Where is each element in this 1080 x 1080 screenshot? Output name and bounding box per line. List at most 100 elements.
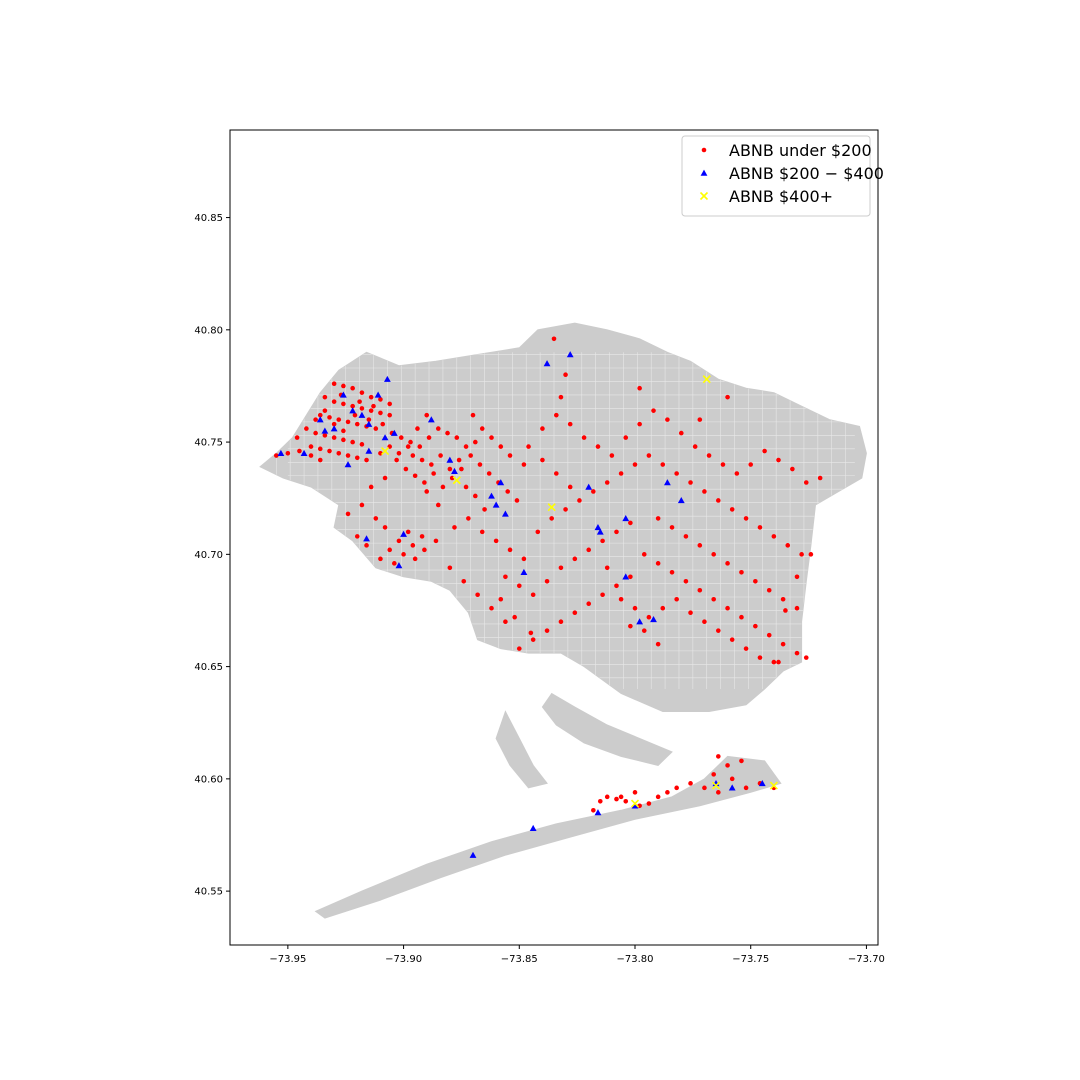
data-point [665,417,670,422]
x-stroke [699,191,709,201]
data-point [300,449,308,457]
data-point [452,525,457,530]
data-point [317,457,323,463]
data-point [350,385,355,391]
data-point [739,614,744,620]
data-point [688,480,693,485]
data-point [637,421,642,427]
data-point [753,623,758,629]
data-point [540,426,545,431]
data-point [304,426,309,431]
data-point [725,763,730,768]
data-point [374,391,382,398]
data-point [396,451,402,456]
data-point [498,596,504,602]
y-axis: 40.55 40.60 40.65 40.70 40.75 40.80 40.85 [194,213,230,898]
legend-marker [700,169,708,176]
data-point [655,641,661,647]
data-point [359,442,365,447]
data-point [766,632,772,638]
data-point [725,394,730,400]
data-point [371,403,376,409]
data-point [368,484,374,490]
data-point [600,592,605,598]
data-point [521,462,527,467]
data-point [530,592,536,598]
legend-box [681,135,871,217]
data-point [382,475,388,481]
data-point [743,785,749,791]
data-point [543,360,551,367]
data-point [637,385,642,391]
data-point [308,444,314,449]
data-point [769,781,778,790]
data-point [794,650,800,656]
series-1 [277,351,766,858]
x-tick-label: −73.70 [848,954,885,965]
data-point [604,565,610,571]
data-point [419,457,425,463]
data-point [739,570,744,575]
data-point [331,399,337,404]
data-point [711,772,716,777]
data-point [526,444,531,449]
data-point [771,534,777,539]
data-point [711,596,716,602]
data-point [503,619,508,624]
data-point [492,501,500,508]
x-tick-label: −73.85 [501,954,538,965]
data-point [364,543,369,548]
data-point [604,480,610,485]
data-point [544,628,550,633]
data-point [422,480,427,485]
data-point [316,416,324,423]
data-point [697,543,703,548]
data-point [636,618,644,625]
data-point [381,434,389,441]
data-point [475,592,480,598]
data-point [473,493,478,499]
data-point [622,573,630,580]
data-point [594,523,602,531]
x-tick-label: −73.75 [732,954,769,965]
data-point [622,515,630,522]
data-point [757,655,763,660]
data-point [461,578,467,584]
data-point [463,444,469,449]
data-point [729,507,735,512]
data-point [422,547,427,553]
data-point [688,781,693,786]
data-point [567,484,573,490]
data-point [665,790,670,795]
data-point [345,419,351,425]
data-point [410,543,416,548]
data-point [683,578,689,584]
data-point [401,552,406,557]
data-point [697,587,703,593]
data-point [586,601,592,607]
data-point [387,547,392,553]
legend-marker [701,147,707,153]
data-point [586,547,592,553]
data-point [521,556,527,562]
data-point [558,565,564,571]
data-point [646,801,652,806]
data-point [330,425,338,432]
data-point [743,646,749,651]
data-point [702,619,707,624]
data-point [417,444,423,449]
series-0 [273,336,823,813]
data-point [456,457,462,463]
data-point [716,628,721,633]
data-point [433,538,439,544]
data-point [498,444,504,449]
data-point [373,516,379,521]
data-point [400,530,407,537]
data-point [392,561,397,566]
data-point [776,457,781,463]
data-point [440,484,446,490]
data-point [630,799,640,808]
x-stroke [711,781,721,790]
data-point [408,439,413,445]
data-point [294,435,300,440]
